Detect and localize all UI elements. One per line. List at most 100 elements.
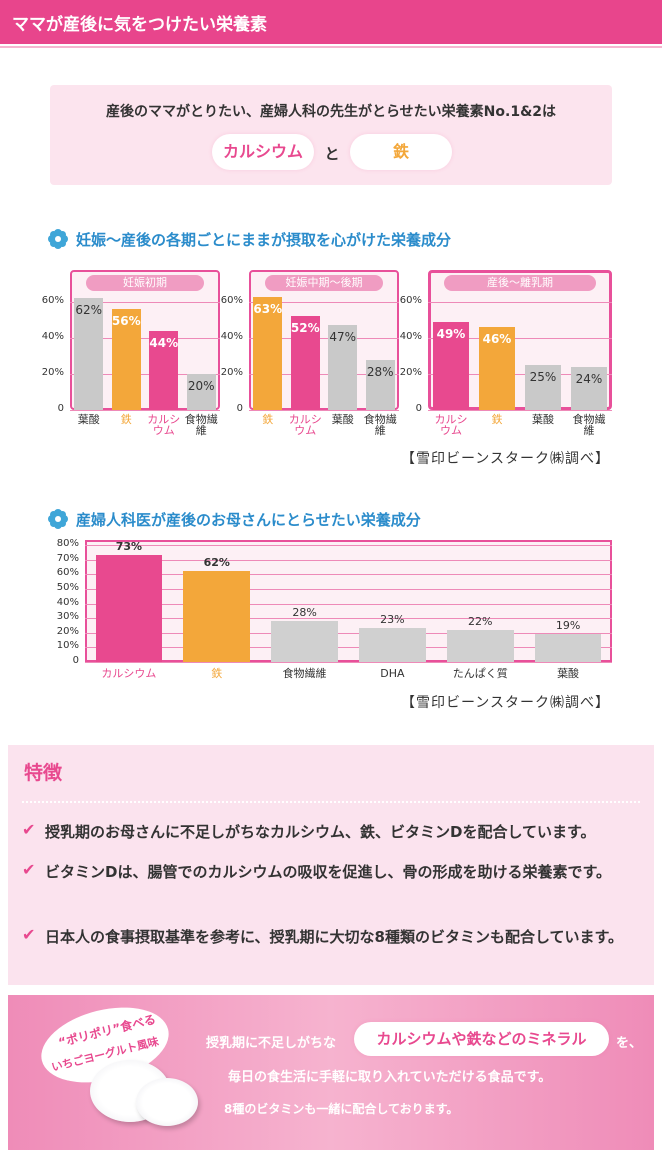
x-tick-label: 食物繊維 [282,667,327,680]
y-tick-label: 80% [56,538,79,549]
y-tick-label: 60% [56,567,79,579]
bar [253,296,283,410]
intro-box [50,85,612,185]
x-tick-label: 葉酸 [532,413,554,426]
y-tick-label: 20% [56,625,79,637]
y-tick-label: 0 [415,403,422,414]
intro-item: 鉄 [350,134,452,170]
bar [525,365,561,410]
value-label: 56% [111,314,141,329]
y-tick-label: 50% [56,581,79,593]
grid-line [249,338,399,339]
grid-line [70,374,220,375]
header-bar [0,0,662,44]
source-note: 【雪印ビーンスターク㈱調べ】 [400,451,610,467]
value-label: 47% [329,330,357,345]
header-title: ママが産後に気をつけたい栄養素 [12,15,267,35]
grid-line [70,302,220,303]
intro-text: 産後のママがとりたい、産婦人科の先生がとらせたい栄養素No.1&2は [105,104,557,120]
grid-line [85,603,612,605]
x-tick-label: 葉酸 [331,413,354,426]
value-label: 46% [482,332,512,347]
y-tick-label: 0 [57,403,64,414]
bar [111,309,141,410]
chart-panel [85,540,612,662]
y-tick-label: 40% [220,331,243,342]
value-label: 28% [366,364,394,379]
bar [271,621,338,662]
x-tick-label: カルシウム [434,413,468,437]
banner-text: 8種のビタミンも一緒に配合しております。 [224,1102,459,1116]
tablet [136,1078,198,1126]
value-label: 73% [115,540,143,554]
y-tick-label: 60% [41,295,64,306]
grid-line [428,410,612,411]
y-tick-label: 30% [56,611,79,623]
value-label: 24% [575,371,603,386]
grid-line [85,588,612,590]
x-tick-label: 鉄 [120,413,132,426]
value-label: 52% [290,321,320,336]
y-tick-label: 20% [220,367,243,378]
feature-item: ビタミンDは、腸管でのカルシウムの吸収を促進し、骨の形成を助ける栄養素です。 [45,863,611,881]
y-tick-label: 20% [399,367,422,378]
banner-text: を、 [616,1036,643,1051]
bar [149,330,179,410]
grid-line [70,410,220,411]
bar [359,628,426,662]
bar [534,634,602,662]
value-label: 49% [436,326,466,341]
panel-title: 妊娠初期 [86,275,204,291]
bar [74,298,104,410]
x-tick-label: 葉酸 [557,667,580,680]
bar [433,321,469,410]
x-tick-label: 鉄 [491,413,503,426]
x-tick-label: カルシウム [101,667,157,680]
x-tick-label: 食物繊維 [363,413,397,437]
y-tick-label: 40% [399,331,422,342]
bar [479,327,515,410]
check-icon: ✔ [22,860,36,879]
grid-line [70,338,220,339]
value-label: 22% [468,614,493,628]
intro-connector: と [324,145,340,163]
grid-line [85,559,612,561]
x-tick-label: 食物繊維 [184,413,218,437]
grid-line [249,302,399,303]
check-icon: ✔ [22,925,36,944]
value-label: 20% [187,379,215,393]
feature-item: 授乳期のお母さんに不足しがちなカルシウム、鉄、ビタミンDを配合しています。 [45,823,596,841]
section-heading: 産婦人科医が産後のお母さんにとらせたい栄養成分 [76,511,421,529]
grid-line [85,618,612,620]
intro-item: カルシウム [212,134,314,170]
x-tick-label: カルシウム [288,413,322,437]
banner-highlight: カルシウムや鉄などのミネラル [354,1022,609,1056]
x-tick-label: DHA [380,667,405,680]
grid-line [85,574,612,576]
value-label: 23% [380,613,405,627]
grid-line [85,632,612,634]
grid-line [85,647,612,649]
banner-text: 授乳期に不足しがちな [206,1036,337,1051]
bar [183,571,251,662]
panel-title: 妊娠中期～後期 [265,275,383,291]
y-tick-label: 20% [41,367,64,378]
grid-line [85,545,612,546]
value-label: 62% [203,556,230,570]
feature-item: 日本人の食事摂取基準を参考に、授乳期に大切な8種類のビタミンも配合しています。 [45,928,624,946]
grid-line [428,302,612,303]
y-tick-label: 60% [220,295,243,306]
y-tick-label: 40% [41,331,64,342]
bar [186,374,216,410]
x-tick-label: 食物繊維 [572,413,606,437]
y-tick-label: 0 [236,403,243,414]
header-rule [0,46,662,48]
value-label: 19% [555,619,581,633]
y-tick-label: 60% [399,295,422,306]
x-tick-label: カルシウム [147,413,181,437]
value-label: 62% [75,303,103,318]
banner-text: 毎日の食生活に手軽に取り入れていただける食品です。 [228,1070,552,1085]
features-title: 特徴 [24,762,63,784]
bar [95,555,163,662]
